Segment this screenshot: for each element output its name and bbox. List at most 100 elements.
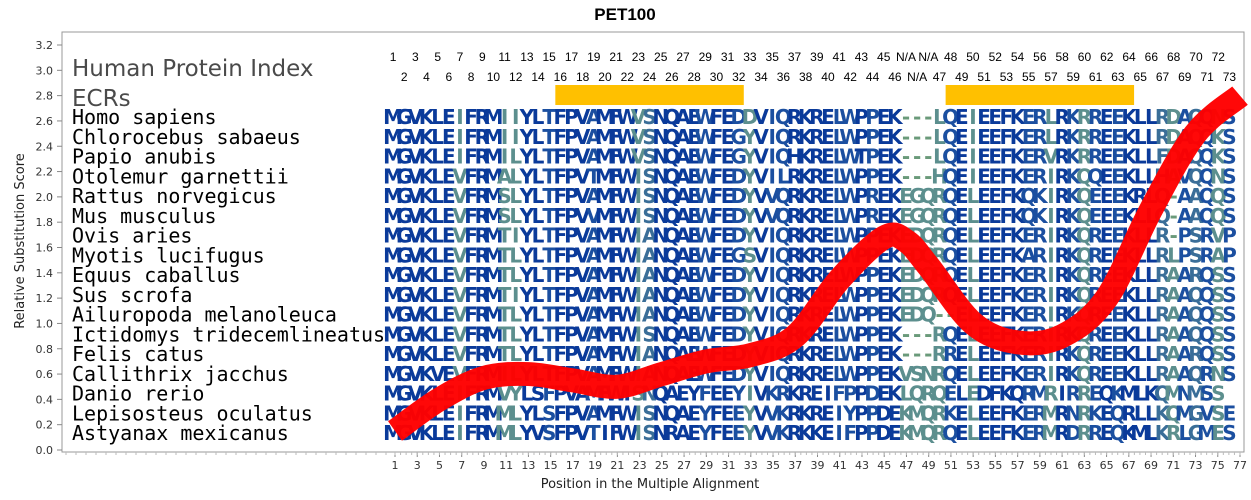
residue: K xyxy=(1066,164,1083,188)
residue: V xyxy=(764,421,780,445)
residue: E xyxy=(899,263,913,287)
residue: Q xyxy=(775,125,792,149)
species-name: Rattus norvegicus xyxy=(72,184,277,208)
residue: V xyxy=(408,362,424,386)
residue: N xyxy=(652,322,669,346)
residue: R xyxy=(809,243,824,267)
residue: F xyxy=(609,283,623,307)
residue: R xyxy=(1032,303,1047,327)
residue: E xyxy=(1022,145,1036,169)
residue: L xyxy=(532,263,545,287)
residue: N xyxy=(652,125,669,149)
residue: F xyxy=(554,125,568,149)
residue: P xyxy=(865,322,880,346)
residue: R xyxy=(1054,184,1069,208)
residue: I xyxy=(969,125,976,149)
residue: L xyxy=(1134,401,1147,425)
residue: E xyxy=(1100,362,1114,386)
residue: K xyxy=(798,263,815,287)
residue: M xyxy=(595,342,615,366)
residue: K xyxy=(798,164,815,188)
residue: E xyxy=(821,421,835,445)
residue: A xyxy=(675,303,691,327)
residue: P xyxy=(865,125,880,149)
residue: E xyxy=(687,263,701,287)
residue: E xyxy=(721,224,735,248)
residue: M xyxy=(595,401,615,425)
residue: - xyxy=(902,145,910,169)
position-number: 34 xyxy=(754,70,768,84)
residue: D xyxy=(730,322,747,346)
residue: K xyxy=(1010,303,1027,327)
residue: K xyxy=(798,105,815,129)
residue: A xyxy=(586,105,602,129)
residue: L xyxy=(967,283,980,307)
residue: R xyxy=(809,401,824,425)
residue: M xyxy=(1030,382,1050,406)
residue: F xyxy=(1000,421,1014,445)
residue: R xyxy=(1077,145,1092,169)
residue: F xyxy=(1000,164,1014,188)
residue: M xyxy=(383,263,403,287)
residue: A xyxy=(1166,342,1182,366)
residue: I xyxy=(635,164,642,188)
residue: I xyxy=(768,105,775,129)
residue: Q xyxy=(663,224,680,248)
residue: K xyxy=(1010,421,1027,445)
y-tick-label: 2.6 xyxy=(36,115,54,128)
residue: F xyxy=(554,342,568,366)
residue: V xyxy=(408,105,424,129)
residue: A xyxy=(586,263,602,287)
residue: E xyxy=(988,283,1002,307)
residue: E xyxy=(442,243,456,267)
species-name: Homo sapiens xyxy=(72,105,217,129)
residue: R xyxy=(798,382,813,406)
residue: M xyxy=(483,342,503,366)
residue: T xyxy=(498,342,512,366)
residue: D xyxy=(909,283,926,307)
position-number: 69 xyxy=(1178,70,1192,84)
residue: V xyxy=(753,125,769,149)
residue: L xyxy=(967,401,980,425)
species-name: Otolemur garnettii xyxy=(72,164,289,188)
residue: I xyxy=(635,303,642,327)
residue: W xyxy=(694,105,716,129)
residue: R xyxy=(809,342,824,366)
position-number: 44 xyxy=(866,70,880,84)
residue: R xyxy=(1155,362,1170,386)
residue: Q xyxy=(663,283,680,307)
residue: R xyxy=(475,421,490,445)
position-number: 37 xyxy=(788,50,802,64)
residue: V xyxy=(575,263,591,287)
residue: R xyxy=(1088,362,1103,386)
residue: G xyxy=(396,382,412,406)
residue: Y xyxy=(519,303,535,327)
x-tick-label: 71 xyxy=(1166,459,1180,472)
residue: Q xyxy=(775,263,792,287)
residue: S xyxy=(1189,243,1203,267)
residue: K xyxy=(1010,224,1027,248)
residue: L xyxy=(833,224,846,248)
ecr-block xyxy=(945,85,1135,105)
residue: T xyxy=(542,342,556,366)
residue: A xyxy=(586,145,602,169)
residue: H xyxy=(786,145,803,169)
residue: R xyxy=(787,105,802,129)
residue: E xyxy=(955,184,969,208)
residue: E xyxy=(877,105,891,129)
residue: A xyxy=(1177,322,1193,346)
residue: E xyxy=(721,204,735,228)
residue: S xyxy=(1222,164,1236,188)
residue: K xyxy=(1010,184,1027,208)
residue: V xyxy=(497,382,513,406)
residue: I xyxy=(768,362,775,386)
residue: R xyxy=(809,184,824,208)
y-tick-label: 3.0 xyxy=(36,64,54,77)
residue: W xyxy=(616,105,638,129)
residue: S xyxy=(1211,401,1225,425)
species-row: Myotis lucifugus MGVKLEVFRMTLYLTFPVAMFWIA… xyxy=(72,243,1237,267)
residue: D xyxy=(1165,105,1182,129)
position-number: 21 xyxy=(609,50,623,64)
residue: E xyxy=(1211,421,1225,445)
residue: D xyxy=(976,382,993,406)
